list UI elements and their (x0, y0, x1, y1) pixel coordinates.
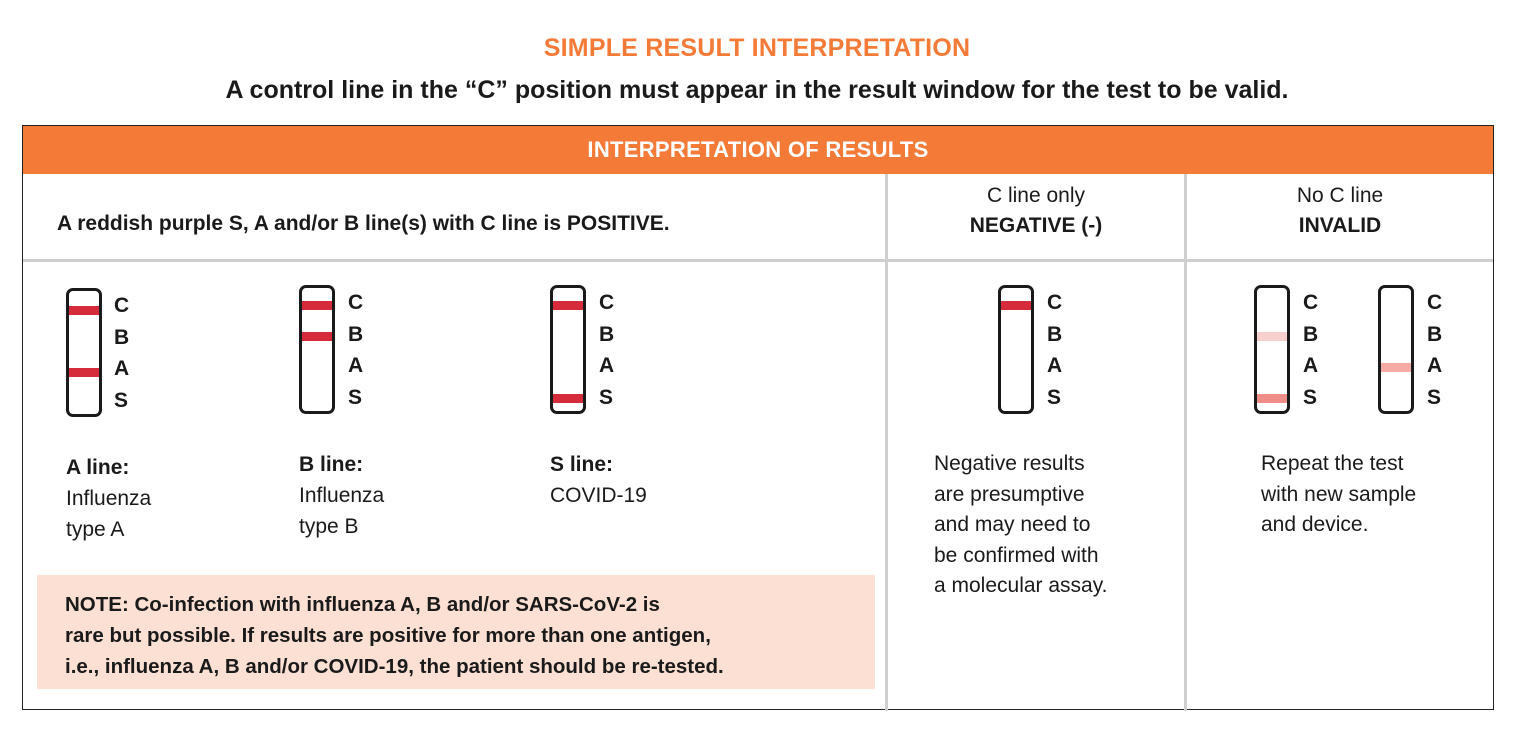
letter-b: B (599, 322, 615, 346)
column-divider (885, 174, 888, 711)
test-strip-invalid-1 (1254, 285, 1290, 414)
text-line: with new sample (1261, 482, 1417, 506)
label-line: Influenza (299, 484, 385, 507)
s-line (553, 394, 583, 403)
invalid-heading: No C line INVALID (1187, 181, 1493, 241)
negative-heading-line1: C line only (986, 184, 1086, 207)
letter-a: A (1303, 354, 1319, 377)
coinfection-note: NOTE: Co-infection with influenza A, B a… (37, 575, 875, 689)
label-title: A line: (66, 456, 130, 479)
text-line: are presumptive (934, 482, 1085, 506)
text-line: and may need to (934, 513, 1091, 537)
strip-letters: C B A S (114, 290, 138, 416)
letter-a: A (348, 354, 364, 377)
letter-s: S (1047, 385, 1062, 409)
page-title: SIMPLE RESULT INTERPRETATION (543, 34, 971, 62)
label-title: S line: (550, 453, 614, 476)
letter-c: C (599, 291, 615, 314)
note-line: rare but possible. If results are positi… (65, 624, 711, 647)
letter-a: A (599, 354, 615, 377)
strip-letters: C B A S (1427, 287, 1451, 413)
table-header: INTERPRETATION OF RESULTS (23, 126, 1493, 174)
letter-s: S (348, 385, 363, 409)
test-strip-s-positive (550, 285, 586, 414)
a-line (1381, 363, 1411, 372)
interpretation-table: INTERPRETATION OF RESULTS A reddish purp… (22, 125, 1494, 711)
letter-c: C (1047, 291, 1063, 314)
test-strip-b-positive (299, 285, 335, 414)
positive-heading: A reddish purple S, A and/or B line(s) w… (57, 212, 670, 236)
letter-b: B (1303, 322, 1319, 346)
invalid-heading-line2: INVALID (1298, 214, 1382, 237)
letter-a: A (1047, 354, 1063, 377)
label-line: Influenza (66, 487, 152, 510)
strip-letters: C B A S (1303, 287, 1327, 413)
page-subtitle: A control line in the “C” position must … (225, 76, 1289, 104)
strip-letters: C B A S (348, 287, 372, 413)
label-title: B line: (299, 453, 364, 476)
text-line: Repeat the test (1261, 452, 1404, 475)
control-line (69, 306, 99, 315)
strip-letters: C B A S (599, 287, 623, 413)
negative-heading: C line only NEGATIVE (-) (887, 181, 1185, 241)
control-line (302, 301, 332, 310)
control-line (553, 301, 583, 310)
a-line (69, 368, 99, 377)
test-strip-a-positive (66, 288, 102, 417)
letter-b: B (348, 322, 364, 346)
label-s-line: S line: COVID-19 (550, 449, 647, 511)
positive-heading-bold: POSITIVE. (566, 212, 670, 235)
letter-c: C (1427, 291, 1443, 314)
letter-c: C (348, 291, 364, 314)
invalid-heading-line1: No C line (1296, 184, 1384, 207)
letter-b: B (1427, 322, 1443, 346)
b-line (302, 332, 332, 341)
column-divider (1184, 174, 1187, 711)
note-line: NOTE: Co-infection with influenza A, B a… (65, 593, 660, 616)
s-line (1257, 394, 1287, 403)
test-strip-invalid-2 (1378, 285, 1414, 414)
letter-c: C (1303, 291, 1319, 314)
positive-heading-text: A reddish purple S, A and/or B line(s) w… (57, 212, 567, 235)
note-line: i.e., influenza A, B and/or COVID-19, th… (65, 655, 724, 678)
letter-c: C (114, 294, 130, 317)
negative-description: Negative results are presumptive and may… (934, 449, 1108, 602)
test-strip-negative (998, 285, 1034, 414)
letter-s: S (599, 385, 614, 409)
text-line: be confirmed with (934, 543, 1099, 567)
letter-a: A (114, 357, 130, 380)
b-line-faint (1257, 332, 1287, 341)
letter-b: B (114, 325, 130, 349)
text-line: a molecular assay. (934, 574, 1108, 598)
text-line: Negative results (934, 452, 1085, 475)
strip-letters: C B A S (1047, 287, 1071, 413)
label-b-line: B line: Influenza type B (299, 449, 384, 542)
text-line: and device. (1261, 513, 1369, 537)
invalid-description: Repeat the test with new sample and devi… (1261, 449, 1416, 541)
letter-s: S (1303, 385, 1318, 409)
label-a-line: A line: Influenza type A (66, 452, 151, 545)
control-line (1001, 301, 1031, 310)
negative-heading-line2: NEGATIVE (-) (969, 214, 1103, 237)
label-line: type A (66, 518, 125, 541)
row-divider (23, 259, 1493, 262)
letter-a: A (1427, 354, 1443, 377)
letter-s: S (114, 388, 129, 412)
letter-b: B (1047, 322, 1063, 346)
label-line: COVID-19 (550, 484, 647, 507)
label-line: type B (299, 515, 359, 538)
letter-s: S (1427, 385, 1442, 409)
